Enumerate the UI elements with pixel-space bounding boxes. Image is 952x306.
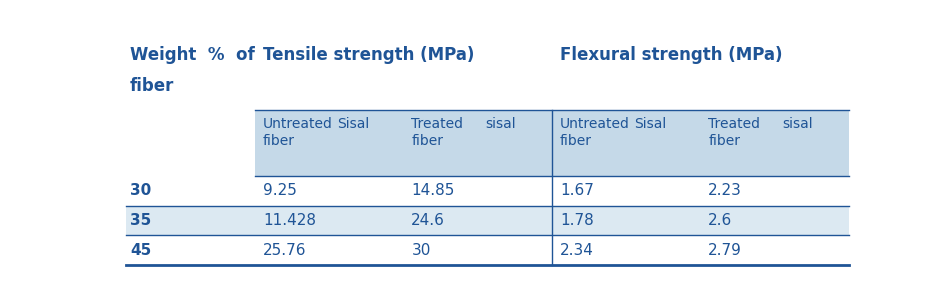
- Text: Sisal: Sisal: [337, 117, 369, 131]
- Text: 45: 45: [130, 243, 151, 258]
- Bar: [127, 176, 849, 206]
- Text: Sisal: Sisal: [634, 117, 666, 131]
- Text: Treated
fiber: Treated fiber: [708, 117, 761, 148]
- Bar: [127, 206, 849, 235]
- Text: fiber: fiber: [130, 77, 174, 95]
- Text: 30: 30: [130, 183, 151, 198]
- Text: Weight  %  of: Weight % of: [130, 46, 255, 64]
- Text: 24.6: 24.6: [411, 213, 446, 228]
- Text: sisal: sisal: [783, 117, 813, 131]
- Text: Untreated
fiber: Untreated fiber: [560, 117, 629, 148]
- Text: 9.25: 9.25: [263, 183, 297, 198]
- Text: 11.428: 11.428: [263, 213, 316, 228]
- Text: 30: 30: [411, 243, 430, 258]
- Bar: [255, 110, 849, 176]
- Text: Treated
fiber: Treated fiber: [411, 117, 464, 148]
- Text: 2.34: 2.34: [560, 243, 594, 258]
- Text: Tensile strength (MPa): Tensile strength (MPa): [263, 46, 474, 64]
- Text: 35: 35: [130, 213, 151, 228]
- Text: sisal: sisal: [486, 117, 516, 131]
- Text: 2.6: 2.6: [708, 213, 733, 228]
- Bar: [127, 235, 849, 265]
- Text: 2.79: 2.79: [708, 243, 743, 258]
- Text: Flexural strength (MPa): Flexural strength (MPa): [560, 46, 783, 64]
- Text: 2.23: 2.23: [708, 183, 743, 198]
- Text: 25.76: 25.76: [263, 243, 307, 258]
- Text: 1.78: 1.78: [560, 213, 594, 228]
- Text: 1.67: 1.67: [560, 183, 594, 198]
- Text: 14.85: 14.85: [411, 183, 455, 198]
- Text: Untreated
fiber: Untreated fiber: [263, 117, 333, 148]
